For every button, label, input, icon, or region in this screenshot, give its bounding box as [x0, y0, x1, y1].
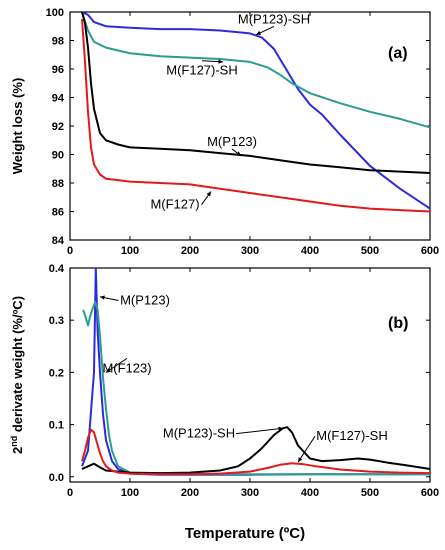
x-tick-label: 300: [241, 245, 259, 257]
x-axis-label: Temperature (ºC): [185, 525, 305, 542]
x-tick-label: 100: [121, 487, 139, 499]
panel-b-ylabel-text: derivate weight (%/ºC): [10, 296, 25, 436]
y-tick-label: 94: [52, 93, 65, 105]
annotation-label: M(F127)-SH: [316, 428, 388, 443]
annotation-arrowhead: [218, 59, 223, 64]
x-tick-label: 400: [301, 245, 319, 257]
annotation-arrowhead: [298, 457, 303, 463]
x-tick-label: 300: [241, 487, 259, 499]
y-tick-label: 0.1: [49, 420, 64, 432]
annotation-label: M(P123): [120, 293, 170, 308]
series-line-m-f123: [82, 300, 430, 476]
y-tick-label: 86: [52, 207, 64, 219]
annotation-label: M(P123)-SH: [163, 426, 235, 441]
x-tick-label: 200: [181, 245, 199, 257]
series-line-m-p123: [81, 11, 431, 174]
y-tick-label: 88: [52, 178, 64, 190]
panel-b: 0 100 200 300 400 500 600 0.0 0.1 0.2 0.3 0.4 M(P1…: [9, 263, 439, 499]
annotation-label: M(F127)-SH: [166, 63, 238, 78]
y-tick-label: 96: [52, 64, 64, 76]
y-tick-label: 90: [52, 150, 64, 162]
y-tick-label: 100: [46, 7, 64, 19]
x-tick-label: 600: [421, 245, 439, 257]
y-tick-label: 0.4: [49, 263, 65, 275]
panel-a-ylabel: Weight loss (%): [10, 78, 25, 175]
annotation-label: M(F127): [150, 197, 199, 212]
annotation-label: M(F123): [102, 360, 151, 375]
plot-frame: [69, 11, 431, 241]
x-tick-label: 400: [301, 487, 319, 499]
panel-b-ylabel-superscript: nd: [9, 436, 19, 447]
y-tick-label: 92: [52, 121, 64, 133]
annotation-arrowhead: [106, 368, 111, 373]
series-line-m-f127-sh: [81, 11, 431, 129]
x-tick-label: 100: [121, 245, 139, 257]
annotation-arrowhead: [278, 426, 283, 431]
annotation-arrowhead: [206, 191, 211, 197]
series-line-m-p123-sh: [81, 11, 431, 210]
x-tick-label: 500: [361, 487, 379, 499]
annotation-arrowhead: [100, 295, 105, 300]
series-line-m-p123-sh: [81, 426, 431, 475]
annotation-label: M(P123)-SH: [238, 11, 310, 26]
annotation-arrow: [235, 427, 284, 435]
panel-b-label: (b): [388, 315, 408, 332]
annotation-arrowhead: [236, 151, 241, 156]
annotation-label: M(P123): [207, 134, 257, 149]
annotation-arrowhead: [256, 30, 261, 35]
y-tick-label: 0.0: [49, 472, 64, 484]
series-line-m-f127-sh: [81, 428, 431, 476]
panel-b-ylabel-number: 2: [10, 447, 25, 454]
series-line-m-f127: [81, 19, 431, 213]
y-tick-label: 84: [52, 235, 65, 247]
panel-a-label: (a): [388, 45, 408, 62]
x-tick-label: 0: [67, 245, 73, 257]
y-tick-label: 98: [52, 36, 64, 48]
x-tick-label: 200: [181, 487, 199, 499]
y-tick-label: 0.2: [49, 367, 64, 379]
y-tick-label: 0.3: [49, 315, 64, 327]
annotation-arrow: [297, 435, 316, 463]
x-tick-label: 500: [361, 245, 379, 257]
x-tick-label: 600: [421, 487, 439, 499]
panel-a: 0 100 200 300 400 500 600 8486889092949698100 …: [10, 7, 439, 257]
panel-b-ylabel: 2nd derivate weight (%/ºC): [9, 296, 25, 454]
x-tick-label: 0: [67, 487, 73, 499]
